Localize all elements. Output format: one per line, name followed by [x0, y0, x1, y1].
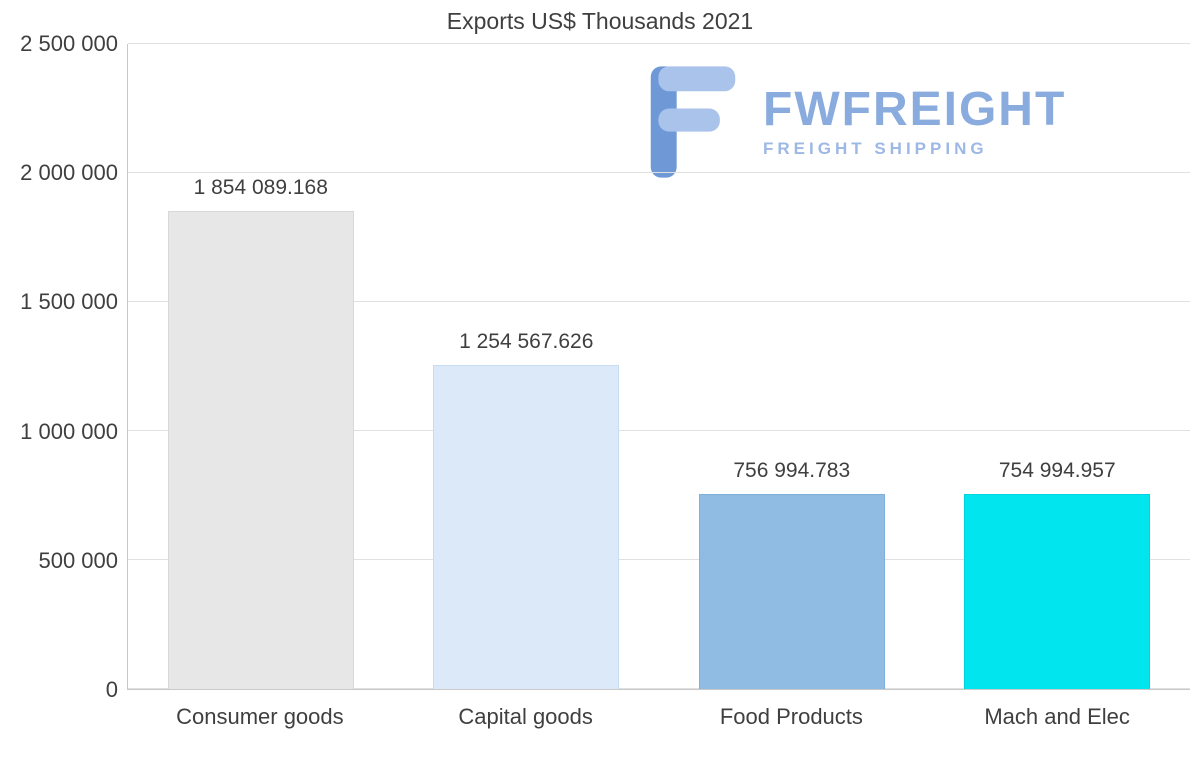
x-category-label: Mach and Elec: [984, 704, 1130, 729]
bar-slot: 756 994.783: [659, 44, 925, 689]
brand-text-block: FWFREIGHT FREIGHT SHIPPING: [763, 82, 1083, 159]
gridlines: [128, 43, 1190, 689]
bar-capital-goods[interactable]: [433, 365, 620, 689]
bar-value-label: 754 994.957: [998, 459, 1116, 483]
y-tick-label: 500 000: [38, 547, 118, 573]
y-axis: 0 500 000 1 000 000 1 500 000 2 000 000 2 500…: [0, 31, 118, 702]
x-category-label: Food Products: [719, 704, 863, 729]
y-tick-label: 2 000 000: [20, 160, 118, 186]
y-tick-label: 1 000 000: [20, 418, 118, 444]
y-tick-label: 0: [105, 677, 118, 702]
brand-logo-icon: [650, 66, 736, 178]
brand-name: FWFREIGHT: [763, 82, 1067, 136]
bar-mach-and-elec[interactable]: [964, 494, 1151, 689]
plot-area: 1 854 089.168 1 254 567.626 756 994.783 754…: [127, 43, 1190, 690]
bar-value-label: 756 994.783: [733, 458, 851, 482]
y-tick-label: 2 500 000: [20, 31, 118, 56]
y-tick-label: 1 500 000: [20, 289, 118, 315]
bar-slot: 1 854 089.168: [128, 44, 394, 689]
bar-food-products[interactable]: [698, 493, 885, 689]
bar-slot: 1 254 567.626: [394, 44, 660, 689]
brand-watermark: FWFREIGHT FREIGHT SHIPPING: [645, 62, 1083, 182]
bar-consumer-goods[interactable]: [167, 210, 354, 689]
gridline: [128, 688, 1190, 689]
x-category-label: Capital goods: [458, 704, 593, 729]
gridline: [128, 301, 1190, 302]
gridline: [128, 430, 1190, 431]
bar-value-label: 1 254 567.626: [459, 330, 594, 354]
bar-series: 1 854 089.168 1 254 567.626 756 994.783 754…: [128, 44, 1190, 689]
gridline: [128, 172, 1190, 173]
chart-title: Exports US$ Thousands 2021: [446, 8, 754, 34]
gridline: [128, 43, 1190, 44]
x-category-label: Consumer goods: [176, 704, 344, 729]
gridline: [128, 559, 1190, 560]
bar-value-label: 1 854 089.168: [193, 175, 328, 199]
brand-tagline: FREIGHT SHIPPING: [763, 139, 988, 159]
x-axis: Consumer goods Capital goods Food Products…: [127, 704, 1190, 730]
bar-slot: 754 994.957: [925, 44, 1191, 689]
